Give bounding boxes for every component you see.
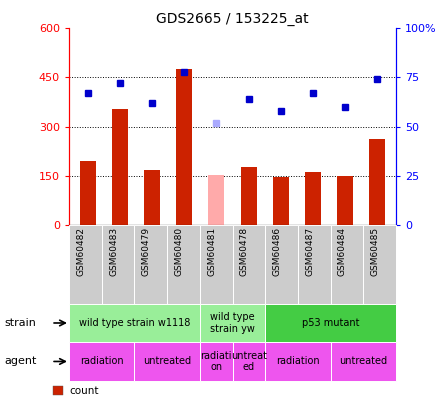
Bar: [167, 225, 200, 304]
Text: p53 mutant: p53 mutant: [302, 318, 360, 328]
Bar: [176, 69, 192, 225]
Bar: [200, 342, 233, 381]
Text: wild type strain w1118: wild type strain w1118: [79, 318, 190, 328]
Bar: [331, 225, 363, 304]
Bar: [200, 304, 265, 342]
Text: agent: agent: [4, 356, 37, 367]
Text: untreated: untreated: [143, 356, 191, 367]
Bar: [53, 386, 63, 395]
Bar: [298, 225, 331, 304]
Bar: [144, 170, 160, 225]
Bar: [241, 166, 257, 225]
Text: untreated: untreated: [339, 356, 388, 367]
Bar: [134, 225, 167, 304]
Bar: [331, 342, 396, 381]
Bar: [265, 342, 331, 381]
Text: GSM60485: GSM60485: [371, 227, 380, 276]
Text: untreat
ed: untreat ed: [231, 351, 267, 372]
Bar: [101, 225, 134, 304]
Bar: [265, 225, 298, 304]
Text: GSM60479: GSM60479: [142, 227, 151, 276]
Text: GSM60486: GSM60486: [273, 227, 282, 276]
Text: GSM60480: GSM60480: [174, 227, 183, 276]
Text: GSM60483: GSM60483: [109, 227, 118, 276]
Text: radiation: radiation: [276, 356, 320, 367]
Bar: [273, 177, 289, 225]
Bar: [233, 225, 265, 304]
Bar: [208, 175, 224, 225]
Text: GSM60487: GSM60487: [305, 227, 314, 276]
Bar: [80, 161, 96, 225]
Title: GDS2665 / 153225_at: GDS2665 / 153225_at: [156, 12, 309, 26]
Bar: [69, 304, 200, 342]
Bar: [369, 139, 385, 225]
Bar: [69, 342, 134, 381]
Bar: [364, 225, 396, 304]
Bar: [134, 342, 200, 381]
Text: radiati
on: radiati on: [200, 351, 232, 372]
Bar: [69, 225, 101, 304]
Text: GSM60478: GSM60478: [240, 227, 249, 276]
Text: count: count: [70, 386, 99, 396]
Bar: [305, 172, 321, 225]
Bar: [200, 225, 233, 304]
Text: wild type
strain yw: wild type strain yw: [210, 312, 255, 334]
Text: GSM60482: GSM60482: [77, 227, 85, 276]
Text: radiation: radiation: [80, 356, 124, 367]
Bar: [112, 109, 128, 225]
Bar: [233, 342, 265, 381]
Text: GSM60481: GSM60481: [207, 227, 216, 276]
Text: strain: strain: [4, 318, 36, 328]
Bar: [265, 304, 396, 342]
Bar: [337, 176, 353, 225]
Text: GSM60484: GSM60484: [338, 227, 347, 276]
